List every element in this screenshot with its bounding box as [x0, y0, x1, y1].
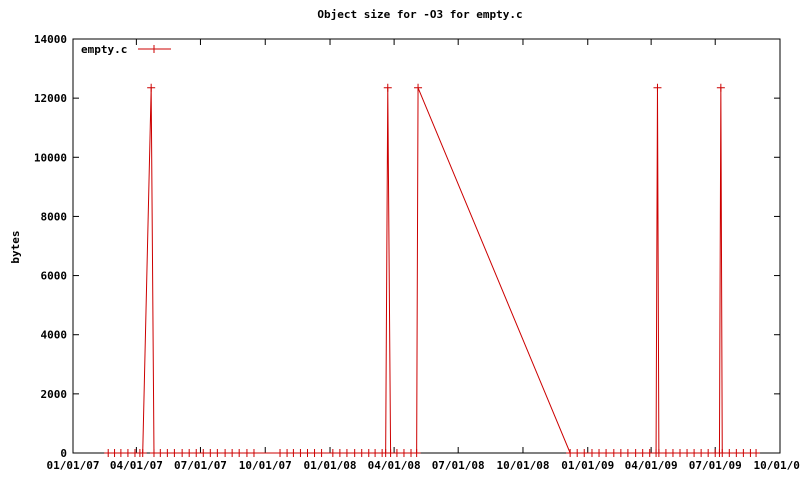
- plot-border: [72, 38, 781, 454]
- point: [317, 449, 326, 457]
- point: [697, 449, 706, 457]
- point: [371, 449, 380, 457]
- y-tick-label: 10000: [34, 151, 67, 164]
- point: [704, 449, 713, 457]
- y-tick-label: 8000: [41, 210, 68, 223]
- point: [310, 449, 319, 457]
- point: [178, 449, 187, 457]
- point: [350, 449, 359, 457]
- point: [668, 449, 677, 457]
- point: [303, 449, 312, 457]
- x-tick-label: 10/01/07: [239, 459, 292, 472]
- point: [412, 449, 421, 457]
- point: [383, 83, 392, 92]
- point: [631, 449, 640, 457]
- point: [752, 449, 761, 457]
- x-tick-label: 04/01/09: [625, 459, 678, 472]
- point: [718, 449, 727, 457]
- point: [676, 449, 685, 457]
- point: [580, 449, 589, 457]
- x-tick-label: 04/01/07: [110, 459, 163, 472]
- x-tick-label: 01/01/09: [561, 459, 614, 472]
- point: [739, 449, 748, 457]
- x-tick-label: 07/01/08: [432, 459, 485, 472]
- point: [716, 83, 725, 92]
- point: [163, 449, 172, 457]
- point: [116, 449, 125, 457]
- y-tick-label: 12000: [34, 92, 67, 105]
- point: [616, 449, 625, 457]
- point: [653, 83, 662, 92]
- point: [587, 449, 596, 457]
- point: [725, 449, 734, 457]
- point: [392, 449, 401, 457]
- point: [573, 449, 582, 457]
- point: [654, 449, 663, 457]
- point: [296, 449, 305, 457]
- legend-marker: [150, 45, 158, 53]
- point: [185, 449, 194, 457]
- point: [609, 449, 618, 457]
- y-tick-label: 14000: [34, 33, 67, 46]
- x-tick-label: 01/01/07: [47, 459, 100, 472]
- point: [138, 449, 147, 457]
- point: [623, 449, 632, 457]
- point: [414, 83, 423, 92]
- y-tick-label: 2000: [41, 388, 68, 401]
- point: [638, 449, 647, 457]
- point: [156, 449, 165, 457]
- x-tick-label: 07/01/07: [174, 459, 227, 472]
- point: [249, 449, 258, 457]
- point: [661, 449, 670, 457]
- point: [242, 449, 251, 457]
- point: [690, 449, 699, 457]
- point: [683, 449, 692, 457]
- point: [276, 449, 285, 457]
- point: [213, 449, 222, 457]
- point: [602, 449, 611, 457]
- point: [206, 449, 215, 457]
- point: [228, 449, 237, 457]
- point: [221, 449, 230, 457]
- point: [123, 449, 132, 457]
- point: [399, 449, 408, 457]
- point: [566, 449, 575, 457]
- legend-label: empty.c: [81, 43, 127, 56]
- point: [357, 449, 366, 457]
- point: [170, 449, 179, 457]
- point: [199, 449, 208, 457]
- point: [595, 449, 604, 457]
- y-tick-label: 6000: [41, 270, 68, 283]
- series-line: [108, 87, 757, 454]
- y-axis-label: bytes: [9, 230, 22, 263]
- point: [192, 449, 201, 457]
- point: [147, 83, 156, 92]
- x-tick-label: 04/01/08: [368, 459, 421, 472]
- y-tick-label: 4000: [41, 329, 68, 342]
- point: [342, 449, 351, 457]
- point: [335, 449, 344, 457]
- x-tick-label: 07/01/09: [689, 459, 742, 472]
- chart-title: Object size for -O3 for empty.c: [317, 8, 522, 21]
- point: [328, 449, 337, 457]
- x-tick-label: 01/01/08: [304, 459, 357, 472]
- y-tick-label: 0: [60, 447, 67, 460]
- x-tick-label: 10/01/09: [754, 459, 800, 472]
- point: [732, 449, 741, 457]
- x-tick-label: 10/01/08: [496, 459, 549, 472]
- point: [235, 449, 244, 457]
- point: [289, 449, 298, 457]
